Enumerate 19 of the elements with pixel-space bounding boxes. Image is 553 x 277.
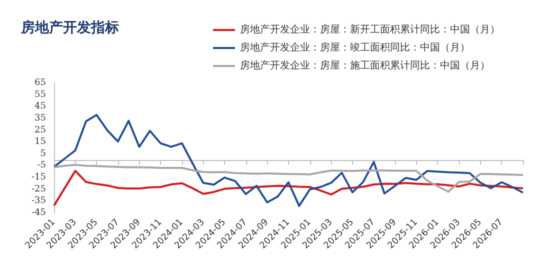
y-tick-label: 55: [34, 90, 46, 100]
legend-label: 房地产开发企业：房屋：竣工面积同比：中国（月）: [240, 42, 470, 54]
y-tick-label: -15: [32, 172, 46, 183]
y-tick-label: -5: [37, 160, 46, 171]
line-series: [53, 164, 524, 193]
y-tick-label: -25: [32, 184, 46, 194]
y-tick-label: 15: [34, 137, 46, 148]
y-tick-label: 45: [34, 102, 46, 112]
y-tick-label: -45: [32, 208, 46, 218]
chart-title: 房地产开发指标: [20, 19, 119, 36]
legend-label: 房地产开发企业：房屋：施工面积累计同比：中国（月）: [240, 60, 490, 72]
y-tick-label: -35: [32, 196, 46, 206]
y-tick-label: 5: [40, 148, 46, 159]
line-series: [53, 170, 524, 207]
y-tick-label: 25: [34, 125, 46, 136]
y-tick-label: 35: [34, 113, 46, 124]
line-series: [53, 114, 524, 207]
y-tick-label: 65: [34, 78, 46, 88]
legend-label: 房地产开发企业：房屋：新开工面积累计同比：中国（月）: [240, 24, 500, 36]
